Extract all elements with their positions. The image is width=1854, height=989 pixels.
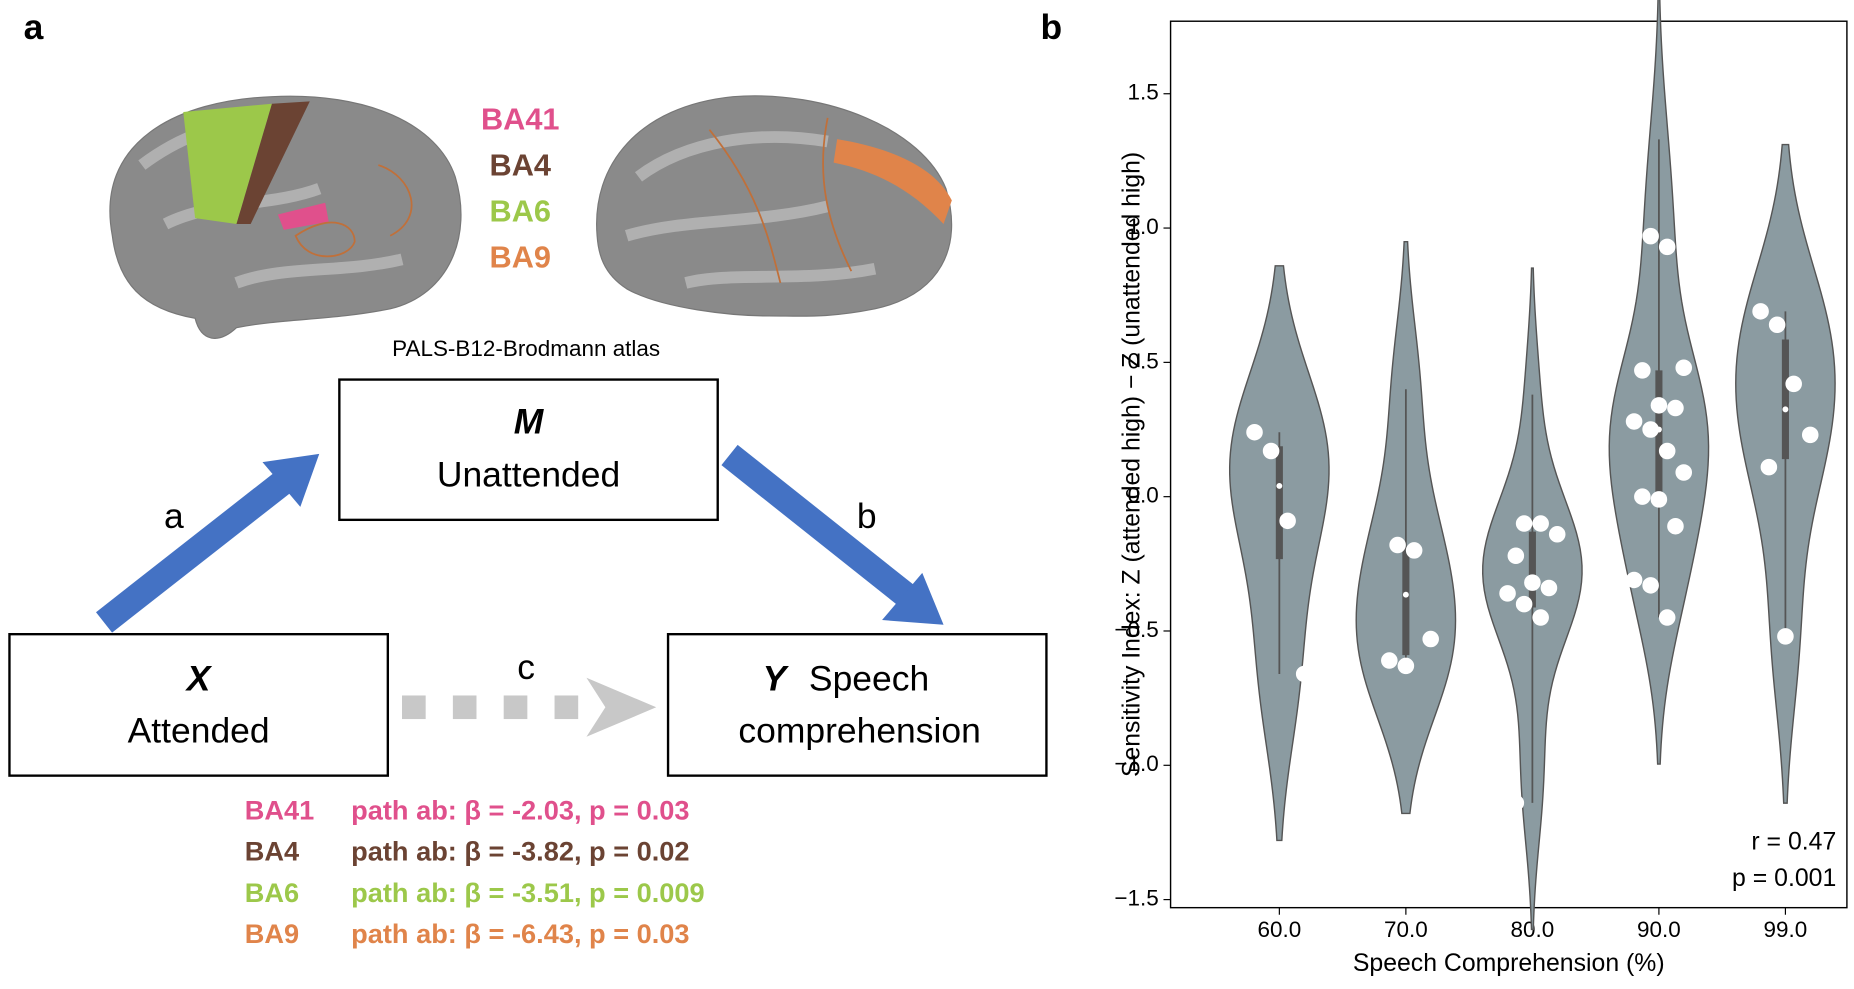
y-tick-label: 1.0 <box>1128 214 1159 239</box>
data-point <box>1295 665 1313 683</box>
y-tick-label: −1.0 <box>1114 751 1158 776</box>
data-point <box>1246 423 1263 441</box>
panel-label: b <box>1041 7 1063 47</box>
result-region: BA9 <box>245 918 299 949</box>
x-tick-label: 99.0 <box>1764 917 1808 942</box>
brain-right <box>596 95 953 317</box>
node-symbol: X <box>185 659 213 699</box>
node-label: Attended <box>128 711 270 751</box>
data-point <box>1499 386 1516 403</box>
x-axis-label: Speech Comprehension (%) <box>1353 950 1665 977</box>
data-point <box>1642 421 1659 438</box>
data-point <box>1540 579 1558 597</box>
data-point <box>1397 657 1415 675</box>
data-point <box>1785 375 1802 393</box>
data-point <box>1372 380 1390 398</box>
y-tick-label: −1.5 <box>1114 886 1158 911</box>
result-region: BA4 <box>245 836 299 867</box>
data-point <box>1658 609 1676 626</box>
data-point <box>1507 794 1525 812</box>
x-tick-label: 60.0 <box>1258 917 1302 942</box>
path-label: c <box>517 647 535 687</box>
arrow-b <box>721 444 944 625</box>
data-point <box>1667 517 1684 535</box>
y-tick-label: 0.5 <box>1128 348 1159 373</box>
data-point <box>1642 227 1659 245</box>
data-point <box>1634 488 1651 505</box>
y-tick-label: 0.0 <box>1128 483 1159 508</box>
region-label: BA6 <box>490 193 551 228</box>
data-point <box>1405 542 1423 559</box>
data-point <box>1532 609 1549 626</box>
x-tick-label: 70.0 <box>1384 917 1428 942</box>
y-axis-label: Sensitivity Index: Z (attended high) − Z… <box>1118 152 1145 777</box>
data-point <box>1279 512 1296 530</box>
data-point <box>1642 577 1659 594</box>
data-point <box>1422 630 1439 648</box>
box-median <box>1782 406 1789 413</box>
arrow-c <box>402 677 657 737</box>
box-median <box>1402 591 1409 598</box>
data-point <box>1515 595 1533 613</box>
annotation: r = 0.47 <box>1751 828 1836 855</box>
data-point <box>1625 571 1643 589</box>
result-region: BA6 <box>245 877 299 908</box>
data-point <box>1499 585 1516 602</box>
data-point <box>1524 574 1541 591</box>
data-point <box>1634 362 1651 379</box>
result-text: path ab: β = -3.82, p = 0.02 <box>351 836 689 867</box>
data-point <box>1515 515 1533 532</box>
path-label: b <box>857 496 877 536</box>
data-point <box>1777 628 1794 645</box>
path-label: a <box>164 496 184 536</box>
node-label: Unattended <box>437 455 620 495</box>
data-point <box>1625 131 1643 148</box>
node-box <box>8 633 390 777</box>
data-point <box>1650 491 1668 508</box>
result-region: BA41 <box>245 794 314 825</box>
x-tick-label: 90.0 <box>1637 917 1681 942</box>
data-point <box>1381 652 1398 669</box>
result-text: path ab: β = -6.43, p = 0.03 <box>351 918 689 949</box>
node-label: comprehension <box>738 711 980 751</box>
data-point <box>1760 458 1778 476</box>
y-tick-label: 1.5 <box>1128 80 1159 105</box>
arrow-a <box>96 453 320 633</box>
node-box <box>666 633 1048 777</box>
data-point <box>1801 426 1819 444</box>
region-label: BA41 <box>481 102 560 137</box>
node-label: Speech <box>809 659 929 699</box>
data-point <box>1667 399 1684 417</box>
brain-left <box>109 95 462 339</box>
region-label: BA9 <box>490 239 551 274</box>
node-box <box>338 378 719 522</box>
y-tick-label: −0.5 <box>1114 617 1158 642</box>
atlas-caption: PALS-B12-Brodmann atlas <box>392 336 660 361</box>
region-label: BA4 <box>490 148 551 183</box>
plot-frame <box>1169 20 1848 909</box>
node-symbol: Y <box>763 659 790 699</box>
data-point <box>1675 464 1693 481</box>
data-point <box>1548 526 1566 543</box>
data-point <box>1675 359 1693 376</box>
data-point <box>1768 316 1786 334</box>
panel-label: a <box>24 7 44 47</box>
data-point <box>1658 238 1676 256</box>
data-point <box>1625 413 1643 430</box>
data-point <box>1752 303 1769 320</box>
annotation: p = 0.001 <box>1732 865 1836 892</box>
data-point <box>1532 515 1549 532</box>
data-point <box>1548 727 1566 744</box>
result-text: path ab: β = -2.03, p = 0.03 <box>351 794 689 825</box>
box-median <box>1276 482 1283 489</box>
result-text: path ab: β = -3.51, p = 0.009 <box>351 877 704 908</box>
data-point <box>1658 442 1676 460</box>
data-point <box>1650 397 1668 414</box>
data-point <box>1507 547 1525 565</box>
node-symbol: M <box>514 402 545 442</box>
data-point <box>1262 442 1280 460</box>
data-point <box>1389 536 1406 554</box>
